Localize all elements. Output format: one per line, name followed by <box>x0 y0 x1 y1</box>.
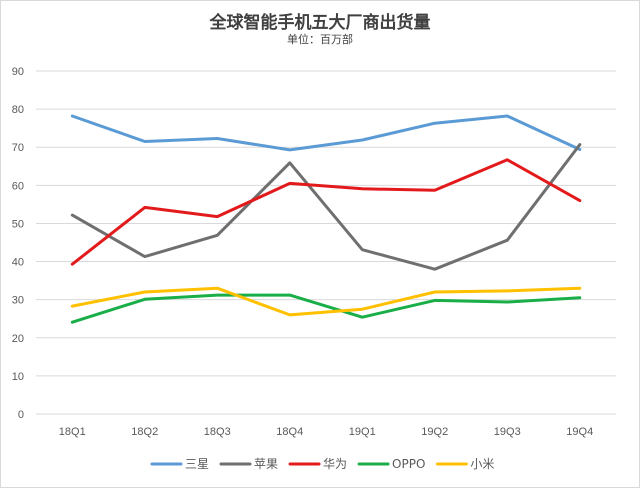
chart-title: 全球智能手机五大厂商出货量 <box>209 13 431 33</box>
legend-label-华为: 华为 <box>323 457 347 471</box>
y-tick-label-0: 0 <box>18 409 24 421</box>
x-tick-label-18Q3: 18Q3 <box>204 426 231 438</box>
y-axis-ticks: 0 10 20 30 40 50 60 70 80 90 <box>12 66 24 421</box>
series-line-华为 <box>70 158 582 266</box>
x-axis-ticks: 18Q1 18Q2 18Q3 18Q4 19Q1 19Q2 19Q3 19Q4 <box>59 426 593 438</box>
y-tick-label-80: 80 <box>12 104 24 116</box>
x-tick-label-19Q4: 19Q4 <box>566 426 593 438</box>
legend-label-小米: 小米 <box>470 457 494 471</box>
y-tick-label-70: 70 <box>12 142 24 154</box>
y-tick-label-40: 40 <box>12 257 24 269</box>
y-tick-label-20: 20 <box>12 333 24 345</box>
legend-label-OPPO: OPPO <box>392 457 425 471</box>
y-tick-label-10: 10 <box>12 371 24 383</box>
y-tick-label-60: 60 <box>12 180 24 192</box>
x-tick-label-18Q1: 18Q1 <box>59 426 86 438</box>
chart-subtitle: 单位：百万部 <box>287 33 353 46</box>
series-line-三星 <box>70 114 582 152</box>
y-tick-label-50: 50 <box>12 218 24 230</box>
series-line-小米 <box>70 286 582 317</box>
legend: 三星 苹果 华为 OPPO 小米 <box>150 457 494 471</box>
y-tick-label-30: 30 <box>12 295 24 307</box>
x-tick-label-19Q1: 19Q1 <box>349 426 376 438</box>
x-tick-label-19Q2: 19Q2 <box>421 426 448 438</box>
x-tick-label-18Q2: 18Q2 <box>131 426 158 438</box>
x-tick-label-18Q4: 18Q4 <box>276 426 303 438</box>
series-lines <box>70 114 582 324</box>
series-line-OPPO <box>70 293 582 324</box>
x-tick-label-19Q3: 19Q3 <box>494 426 521 438</box>
y-tick-label-90: 90 <box>12 66 24 78</box>
legend-label-三星: 三星 <box>185 457 209 471</box>
series-line-苹果 <box>70 143 582 271</box>
legend-label-苹果: 苹果 <box>254 457 278 471</box>
